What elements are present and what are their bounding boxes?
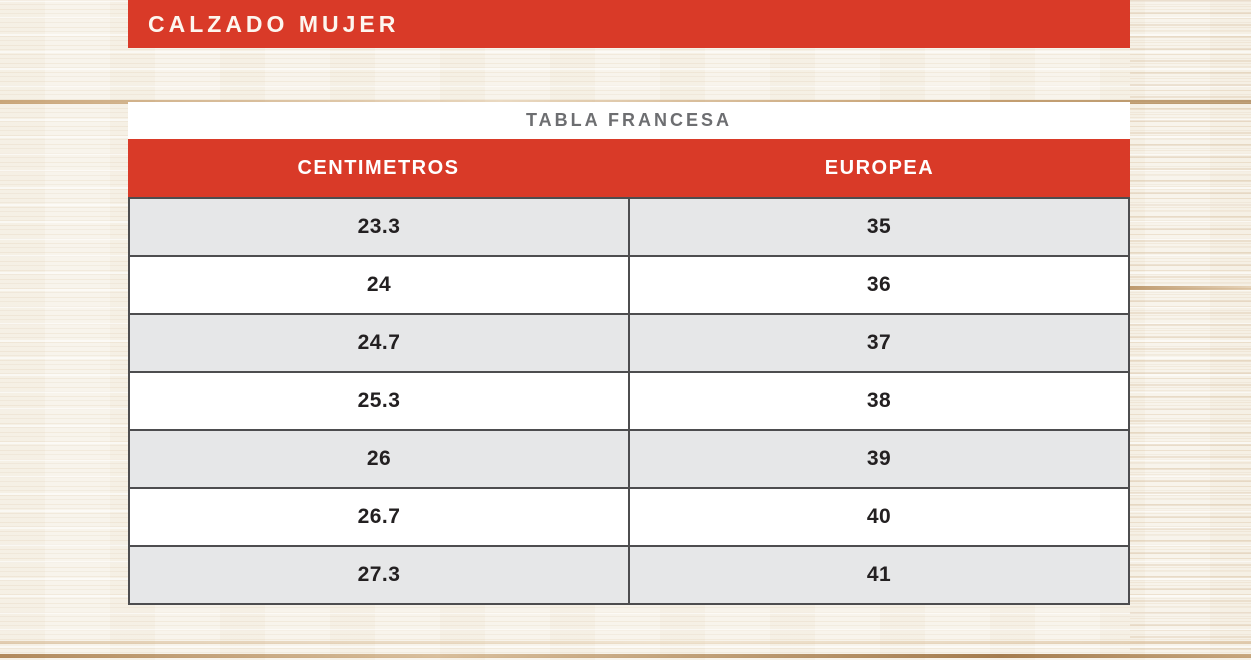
- table-cell: 26: [130, 431, 630, 487]
- table-cell: 41: [866, 563, 892, 586]
- wood-seam: [0, 641, 1251, 644]
- table-cell: 37: [866, 331, 892, 354]
- table-subtitle: TABLA FRANCESA: [526, 110, 732, 130]
- table-row: 26.7 40: [130, 487, 1128, 545]
- table-cell: 25.3: [130, 373, 630, 429]
- size-table-body: 23.3 35 24 36 24.7 37 25.3 38 26 39 26.7 40 27.3 41: [128, 197, 1130, 605]
- table-header-row: CENTIMETROS EUROPEA: [128, 139, 1130, 197]
- table-cell: 26.7: [130, 489, 630, 545]
- table-cell: 38: [866, 389, 892, 412]
- table-cell: 24.7: [130, 315, 630, 371]
- table-row: 24 36: [130, 255, 1128, 313]
- table-cell: 35: [866, 215, 892, 238]
- table-row: 24.7 37: [130, 313, 1128, 371]
- table-cell: 23.3: [130, 199, 630, 255]
- table-row: 25.3 38: [130, 371, 1128, 429]
- table-cell: 24: [130, 257, 630, 313]
- table-row: 26 39: [130, 429, 1128, 487]
- table-cell: 36: [866, 273, 892, 296]
- column-header-europea: EUROPEA: [824, 156, 935, 179]
- table-row: 27.3 41: [130, 545, 1128, 603]
- wood-seam: [0, 654, 1251, 658]
- subtitle-band: TABLA FRANCESA: [128, 102, 1130, 139]
- table-cell: 40: [866, 505, 892, 528]
- wood-texture: [1130, 0, 1251, 660]
- table-cell: 39: [866, 447, 892, 470]
- column-header-centimetros: CENTIMETROS: [297, 156, 460, 179]
- table-cell: 27.3: [130, 547, 630, 603]
- page-title: CALZADO MUJER: [148, 10, 400, 37]
- wood-seam: [1130, 286, 1251, 290]
- table-row: 23.3 35: [130, 199, 1128, 255]
- size-chart-panel: TABLA FRANCESA CENTIMETROS EUROPEA 23.3 3…: [128, 102, 1130, 605]
- title-bar: CALZADO MUJER: [128, 0, 1130, 48]
